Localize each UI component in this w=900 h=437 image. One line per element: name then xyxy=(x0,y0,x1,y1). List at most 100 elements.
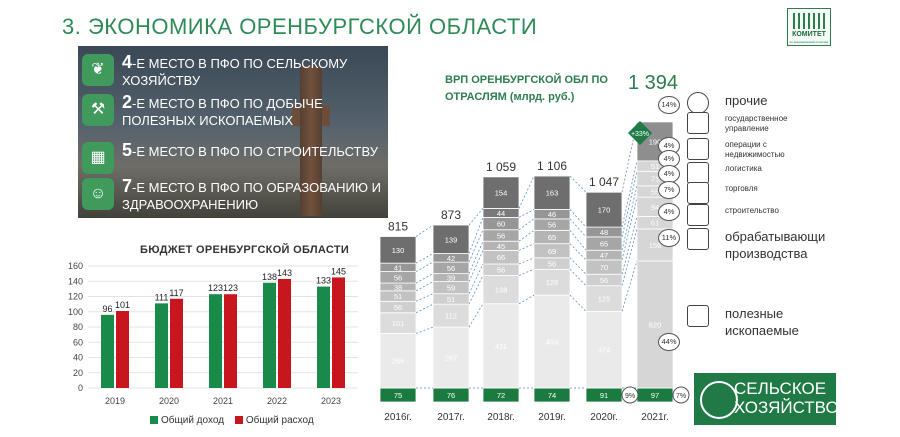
budget-y-tick: 20 xyxy=(73,368,83,378)
vrp-connector xyxy=(518,243,535,251)
vrp-total-label: 1 047 xyxy=(589,175,619,189)
vrp-segment-label: 46 xyxy=(548,210,556,219)
vrp-segment-label: 620 xyxy=(649,320,662,329)
ranking-place: 5 xyxy=(122,140,133,160)
vrp-connector xyxy=(621,216,638,275)
vrp-segment-label: 51 xyxy=(394,292,402,301)
vrp-connector xyxy=(518,209,535,218)
vrp-segment-label: 170 xyxy=(598,206,611,215)
vrp-segment-label: 60 xyxy=(497,220,505,229)
vrp-connector xyxy=(621,160,638,228)
vrp-segment xyxy=(379,333,417,389)
vrp-segment-label: 156 xyxy=(649,241,662,250)
vrp-segment xyxy=(533,294,571,389)
vrp-segment-label: 65 xyxy=(600,240,608,249)
vrp-segment-label: 56 xyxy=(394,303,402,312)
vrp-segment-label: 47 xyxy=(600,251,608,260)
budget-bar xyxy=(155,303,168,388)
legend-expense-label: Общий расход xyxy=(245,415,314,426)
vrp-segment xyxy=(432,326,470,389)
vrp-segment-label: 56 xyxy=(600,276,608,285)
ranking-place: 7 xyxy=(122,176,133,196)
sector-label: логистика xyxy=(725,164,762,173)
budget-chart-title: БЮДЖЕТ ОРЕНБУРГСКОЙ ОБЛАСТИ xyxy=(140,244,350,256)
vrp-segment-label: 411 xyxy=(495,342,507,351)
vrp-chart: 7526610156513856411308152016г.7629711251… xyxy=(379,121,690,423)
vrp-connector xyxy=(468,263,484,294)
vrp-connector xyxy=(569,218,587,238)
vrp-connector xyxy=(621,185,638,251)
vrp-segment-label: 56 xyxy=(447,264,455,273)
ranking-text: -Е МЕСТО В ПФО ПО ДОБЫЧЕ ПОЛЕЗНЫХ ИСКОПА… xyxy=(122,96,323,128)
vrp-connector xyxy=(468,229,484,263)
education-health-icon: ☺ xyxy=(82,178,114,210)
vrp-segment xyxy=(432,224,470,254)
budget-bar-label: 123 xyxy=(223,283,238,293)
vrp-total-label: 873 xyxy=(441,208,461,222)
agri-line2: ХОЗЯЙСТВО xyxy=(734,398,839,417)
vrp-segment-label: 74 xyxy=(548,391,556,400)
budget-bar-label: 143 xyxy=(277,268,292,278)
sector-share-circle: 14% xyxy=(658,96,680,114)
vrp-segment-label: 38 xyxy=(394,283,402,292)
vrp-total-label: 1 059 xyxy=(486,160,516,174)
budget-bar xyxy=(263,282,276,388)
budget-x-tick: 2020 xyxy=(159,396,179,406)
vrp-connector xyxy=(569,209,587,228)
dots-icon xyxy=(687,92,709,114)
growth-badge-label: +33% xyxy=(631,131,649,138)
farm-icon xyxy=(700,381,738,419)
vrp-connector xyxy=(569,230,587,251)
ranking-text: -Е МЕСТО В ПФО ПО ОБРАЗОВАНИЮ И ЗДРАВООХ… xyxy=(122,180,381,212)
construction-icon: ▦ xyxy=(82,142,114,174)
vrp-segment-label: 91 xyxy=(600,391,608,400)
vrp-connector xyxy=(468,275,484,305)
vrp-segment-label: 94 xyxy=(651,203,659,212)
vrp-segment-label: 374 xyxy=(598,346,611,355)
vrp-segment-label: 75 xyxy=(394,391,402,400)
bricks-icon xyxy=(687,204,709,226)
growth-badge: +33% xyxy=(628,121,652,145)
budget-bar xyxy=(170,298,183,388)
vrp-connector xyxy=(518,268,535,276)
vrp-connector xyxy=(518,175,535,209)
vrp-connector xyxy=(415,224,434,237)
sector-label: операции с недвижимостью xyxy=(725,140,785,159)
budget-y-tick: 60 xyxy=(73,337,83,347)
budget-bar xyxy=(278,278,291,388)
vrp-segment-label: 139 xyxy=(445,235,458,244)
vrp-connector xyxy=(621,171,638,238)
budget-x-tick: 2022 xyxy=(267,396,287,406)
ranking-mining: ⚒ 2-Е МЕСТО В ПФО ПО ДОБЫЧЕ ПОЛЕЗНЫХ ИСК… xyxy=(82,93,382,130)
vrp-segment xyxy=(585,191,623,228)
ranking-place: 4 xyxy=(122,52,133,72)
budget-bar-label: 96 xyxy=(102,304,112,314)
vrp-connector xyxy=(415,253,434,264)
vrp-total-label: 815 xyxy=(388,220,408,234)
vrp-x-tick: 2020г. xyxy=(590,412,617,423)
budget-legend: Общий доход Общий расход xyxy=(150,415,314,426)
vrp-segment-label: 61 xyxy=(651,219,659,228)
vrp-connector xyxy=(415,273,434,284)
vrp-segment-label: 44 xyxy=(497,209,505,218)
sector-label: торговля xyxy=(725,184,758,193)
sector-share-circle: 7% xyxy=(658,181,680,199)
agri-share-2021: 7% xyxy=(672,386,690,404)
vrp-segment-label: 41 xyxy=(394,263,402,272)
budget-bar xyxy=(332,277,345,388)
vrp-segment-label: 55 xyxy=(651,188,659,197)
budget-bar-label: 133 xyxy=(316,276,331,286)
budget-y-tick: 140 xyxy=(68,276,83,286)
budget-bar xyxy=(116,310,129,388)
vrp-segment-label: 56 xyxy=(497,231,505,240)
budget-x-tick: 2021 xyxy=(213,396,233,406)
svg-text:7%: 7% xyxy=(676,393,686,400)
sector-share-circle: 44% xyxy=(658,333,680,351)
budget-bar-label: 117 xyxy=(169,288,183,298)
vrp-segment xyxy=(585,285,623,312)
sector-share-circle: 11% xyxy=(658,229,680,247)
budget-bar-label: 123 xyxy=(208,283,223,293)
vrp-total-2021: 1 394 xyxy=(628,72,679,94)
budget-bar-label: 138 xyxy=(262,272,277,282)
vrp-segment-label: 138 xyxy=(495,286,508,295)
